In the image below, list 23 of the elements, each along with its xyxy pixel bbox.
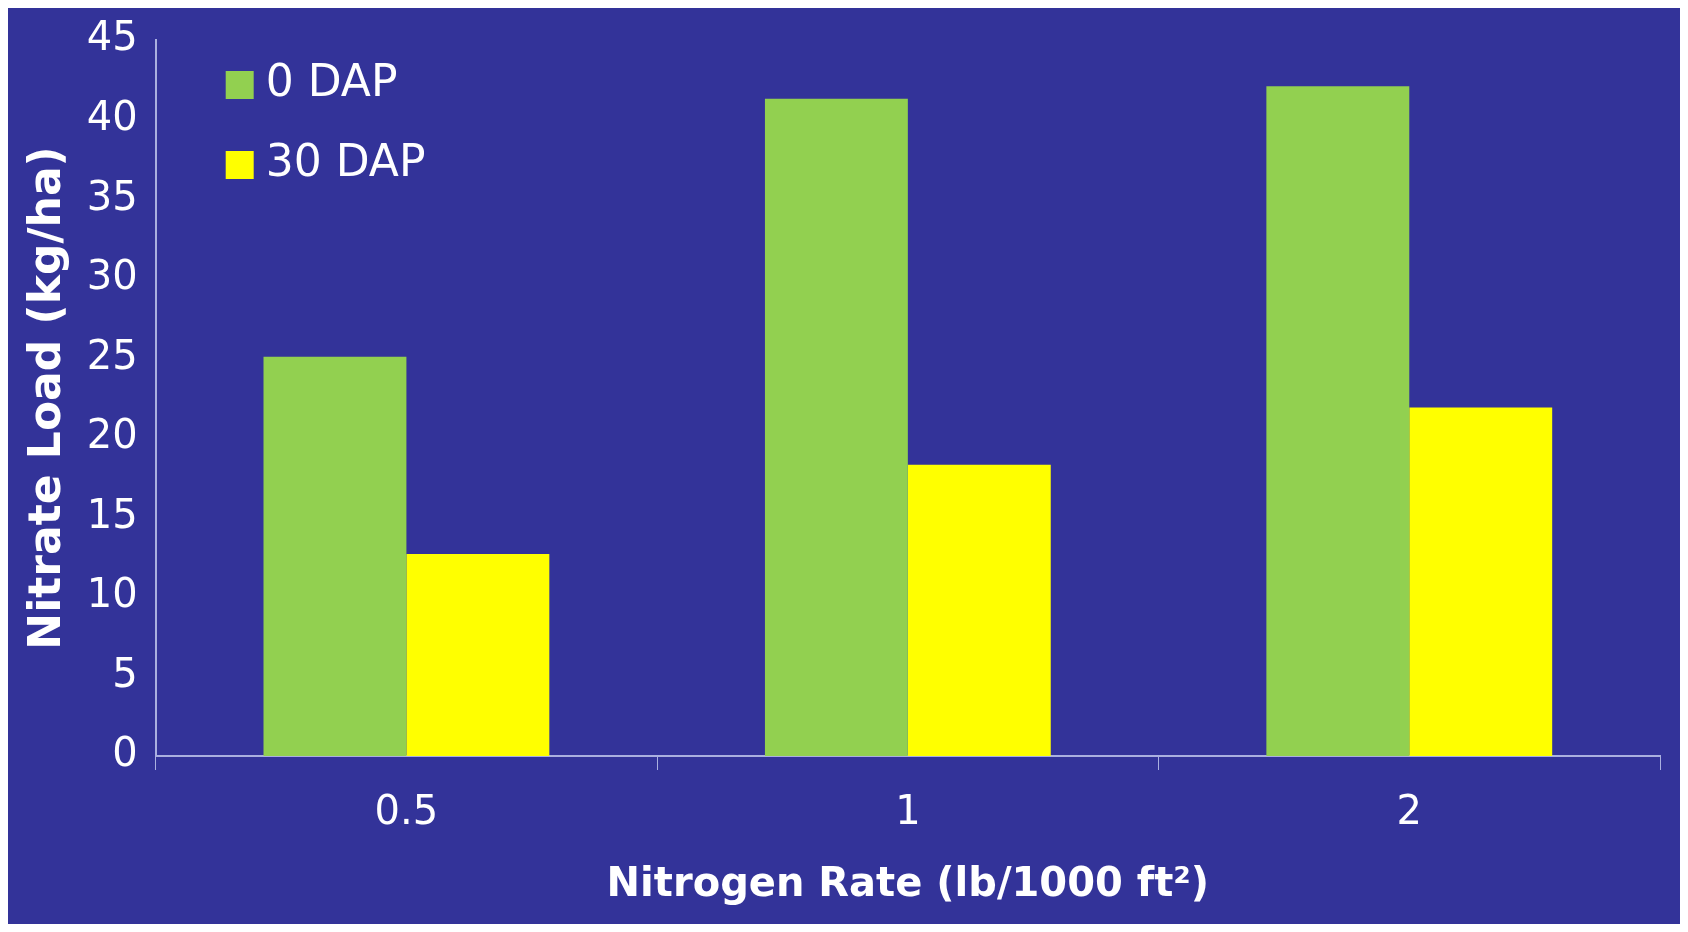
x-tick-label: 1 xyxy=(895,787,921,834)
y-tick-label: 10 xyxy=(86,570,138,617)
x-tick-label: 2 xyxy=(1396,787,1423,834)
y-tick-label: 45 xyxy=(86,13,138,60)
bar xyxy=(406,553,550,756)
y-tick-label: 5 xyxy=(112,649,138,696)
x-axis-title: Nitrogen Rate (lb/1000 ft²) xyxy=(606,859,1210,906)
legend-label: 0 DAP xyxy=(265,55,398,107)
bar xyxy=(263,356,407,756)
legend-label: 30 DAP xyxy=(265,135,426,187)
bar xyxy=(907,464,1051,756)
y-tick-label: 20 xyxy=(86,411,138,458)
bar xyxy=(1409,407,1553,756)
y-tick-label: 0 xyxy=(112,729,138,776)
x-tick-label: 0.5 xyxy=(374,787,439,834)
y-tick-label: 35 xyxy=(86,172,138,219)
bar xyxy=(1266,86,1410,756)
y-tick-label: 40 xyxy=(86,92,138,139)
y-tick-label: 25 xyxy=(86,331,138,378)
y-tick-label: 15 xyxy=(86,490,138,537)
y-tick-label: 30 xyxy=(86,252,138,299)
bar xyxy=(764,98,908,756)
y-axis-title: Nitrate Load (kg/ha) xyxy=(18,146,70,650)
